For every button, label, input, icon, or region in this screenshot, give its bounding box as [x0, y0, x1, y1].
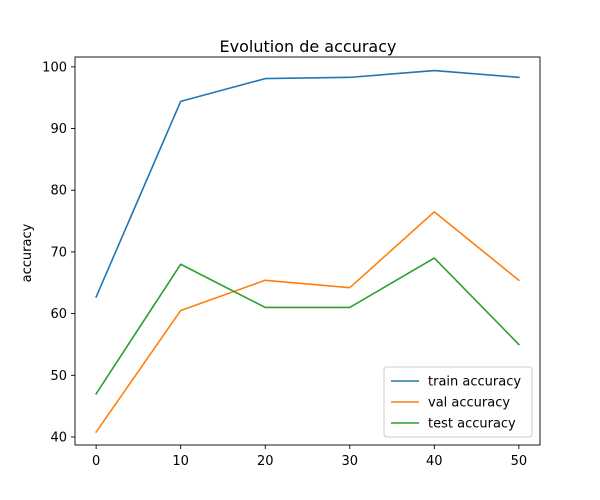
legend: train accuracy val accuracy test accuracy — [383, 366, 533, 438]
plot-frame — [74, 56, 541, 446]
x-tick-label-0: 0 — [92, 454, 100, 469]
legend-label-val-accuracy: val accuracy — [428, 396, 510, 411]
series-line-train-accuracy — [95, 69, 520, 299]
legend-label-test-accuracy: test accuracy — [428, 417, 516, 432]
legend-box — [383, 366, 533, 438]
y-tick-label-40: 40 — [50, 430, 67, 445]
series-line-test-accuracy — [95, 257, 520, 395]
chart-title: Evolution de accuracy — [220, 37, 397, 56]
y-tick-label-60: 60 — [50, 307, 67, 322]
x-tick-label-50: 50 — [511, 454, 528, 469]
x-tick-label-40: 40 — [426, 454, 443, 469]
x-tick-label-30: 30 — [341, 454, 358, 469]
y-tick-label-50: 50 — [50, 369, 67, 384]
y-tick-label-70: 70 — [50, 245, 67, 260]
y-tick-label-100: 100 — [42, 60, 67, 75]
legend-label-train-accuracy: train accuracy — [428, 375, 521, 390]
y-axis-label: accuracy — [20, 223, 35, 282]
series-line-val-accuracy — [95, 211, 520, 434]
x-tick-label-20: 20 — [257, 454, 274, 469]
x-tick-label-10: 10 — [172, 454, 189, 469]
y-tick-label-90: 90 — [50, 122, 67, 137]
plot-area: 0 10 20 30 40 50 40 50 60 70 80 90 100 train accuracy… — [42, 56, 541, 469]
y-tick-label-80: 80 — [50, 184, 67, 199]
